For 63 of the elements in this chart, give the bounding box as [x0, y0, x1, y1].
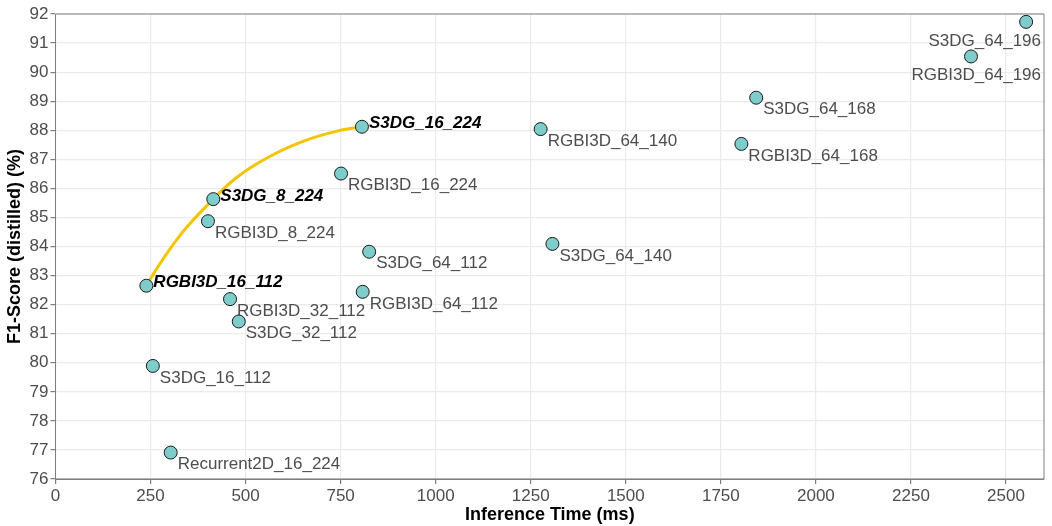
x-tick-label: 500 [231, 485, 260, 505]
x-tick-label: 1250 [511, 485, 550, 505]
point [334, 166, 349, 181]
point [964, 49, 978, 64]
annotation: RGBI3D_64_196 [911, 65, 1041, 85]
y-tick-label: 85 [29, 207, 49, 227]
annotation: S3DG_64_168 [763, 99, 876, 119]
annotation: S3DG_16_112 [159, 367, 272, 387]
x-axis-title: Inference Time (ms) [464, 504, 635, 525]
y-tick-label: 86 [29, 178, 49, 198]
annotation: RGBI3D_64_112 [369, 293, 498, 313]
annotation: S3DG_16_224 [368, 113, 482, 133]
point [355, 284, 370, 299]
annotation: RGBI3D_64_140 [547, 130, 678, 150]
y-tick-label: 79 [29, 381, 49, 401]
point [223, 292, 238, 307]
annotation: S3DG_64_196 [928, 30, 1041, 50]
y-tick-label: 77 [29, 439, 49, 459]
x-tick-label: 2000 [796, 485, 835, 505]
y-tick-label: 89 [29, 90, 49, 110]
annotation: RGBI3D_16_112 [153, 272, 284, 292]
x-tick-label: 750 [326, 485, 355, 505]
y-axis-title: F1-Score (distilled) (%) [3, 148, 24, 345]
y-tick-label: 91 [29, 32, 49, 52]
y-tick-label: 92 [29, 3, 49, 23]
annotation: RGBI3D_16_224 [348, 175, 478, 195]
point [139, 278, 154, 293]
y-tick-label: 87 [29, 149, 49, 168]
y-tick-label: 80 [29, 352, 49, 372]
x-tick-label: 1500 [606, 485, 645, 505]
y-tick-label: 84 [29, 236, 49, 256]
annotation: S3DG_64_140 [559, 245, 672, 265]
x-tick-label: 1000 [416, 485, 455, 505]
y-tick-label: 83 [29, 265, 49, 285]
point [362, 244, 377, 259]
point [206, 192, 221, 207]
point [354, 119, 369, 134]
x-tick-label: 250 [136, 485, 165, 505]
x-tick-label: 1750 [701, 485, 740, 505]
point [533, 122, 548, 137]
y-tick-label: 76 [29, 468, 49, 488]
y-tick-label: 90 [29, 61, 49, 81]
y-tick-label: 81 [29, 323, 49, 343]
annotation: S3DG_32_112 [245, 323, 357, 343]
annotation: RGBI3D_8_224 [214, 222, 335, 242]
point [145, 358, 160, 373]
y-tick-label: 82 [29, 294, 49, 314]
point [749, 90, 764, 105]
x-tick-label: 0 [50, 485, 61, 505]
annotation: S3DG_8_224 [220, 185, 324, 205]
point [163, 445, 178, 460]
point [545, 236, 560, 251]
y-tick-label: 78 [29, 410, 49, 430]
annotation: S3DG_64_112 [376, 253, 488, 273]
point [734, 136, 749, 151]
y-tick-label: 88 [29, 119, 49, 139]
annotation: RGBI3D_64_168 [748, 145, 878, 165]
x-tick-label: 2250 [892, 485, 930, 505]
annotation: RGBI3D_32_112 [237, 300, 366, 320]
annotation: Recurrent2D_16_224 [177, 454, 341, 474]
point [200, 214, 215, 229]
point [1019, 14, 1034, 29]
x-tick-label: 2500 [987, 485, 1025, 505]
